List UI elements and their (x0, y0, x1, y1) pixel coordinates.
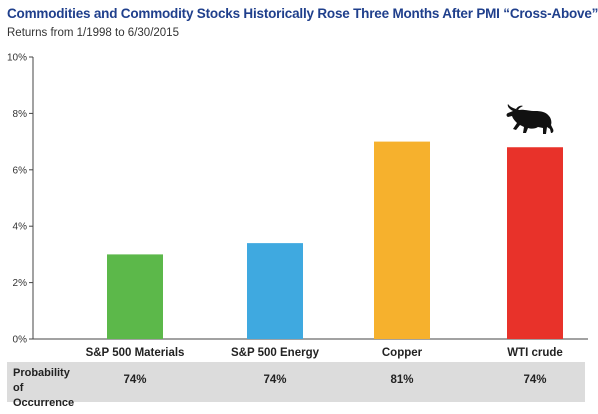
x-tick-label: S&P 500 Energy (231, 347, 320, 359)
bull-icon (506, 104, 554, 134)
bar (107, 254, 163, 339)
bars (107, 141, 563, 339)
chart-title: Commodities and Commodity Stocks Histori… (7, 6, 598, 21)
x-tick-label: S&P 500 Materials (86, 347, 185, 359)
y-tick-label: 6% (13, 165, 28, 176)
y-tick-label: 2% (13, 278, 28, 289)
bar (507, 147, 563, 339)
probability-label: Probability of Occurrence (13, 367, 75, 409)
probability-row: Probability of Occurrence 74% 74% 81% 74… (7, 362, 585, 409)
y-tick-label: 8% (13, 109, 28, 120)
bar-chart: 0% 2% 4% 6% 8% 10% S&P 500 Materials S&P 500 E… (7, 53, 588, 359)
probability-value: 74% (123, 374, 147, 386)
probability-value: 81% (390, 374, 414, 386)
x-tick-label: Copper (382, 347, 423, 359)
x-axis-labels: S&P 500 Materials S&P 500 Energy Copper WTI… (86, 347, 563, 359)
probability-value: 74% (523, 374, 547, 386)
chart-subtitle: Returns from 1/1998 to 6/30/2015 (7, 27, 179, 39)
x-tick-label: WTI crude (507, 347, 563, 359)
y-tick-label: 10% (7, 53, 27, 64)
bar (374, 141, 430, 339)
probability-value: 74% (263, 374, 287, 386)
bar (247, 243, 303, 339)
y-tick-label: 4% (13, 222, 28, 233)
y-tick-label: 0% (13, 335, 28, 346)
